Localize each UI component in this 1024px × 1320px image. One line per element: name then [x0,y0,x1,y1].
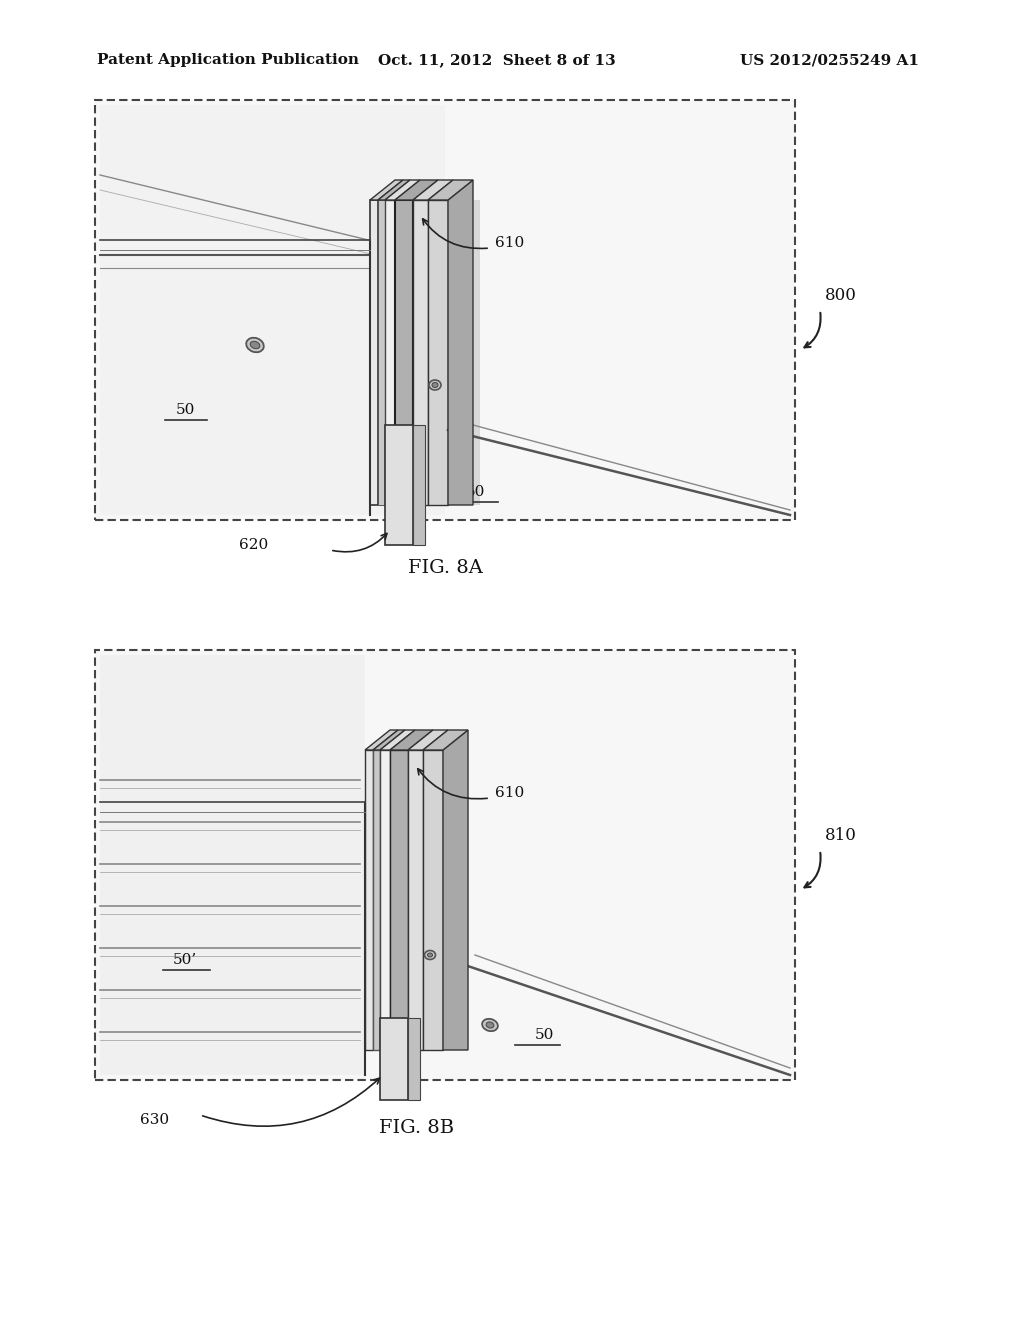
Text: FIG. 8A: FIG. 8A [408,558,482,577]
Ellipse shape [429,380,441,389]
Bar [380,750,390,1049]
Polygon shape [365,730,398,750]
Ellipse shape [482,1019,498,1031]
Text: 50’: 50’ [173,953,198,968]
Text: Oct. 11, 2012  Sheet 8 of 13: Oct. 11, 2012 Sheet 8 of 13 [378,53,615,67]
Text: 50: 50 [465,484,484,499]
Polygon shape [390,730,433,750]
Ellipse shape [246,338,264,352]
Text: Patent Application Publication: Patent Application Publication [97,53,359,67]
Bar [390,750,408,1049]
Bar [95,649,795,1080]
Bar [365,750,450,1049]
Polygon shape [370,180,403,201]
Text: US 2012/0255249 A1: US 2012/0255249 A1 [740,53,919,67]
Text: 810: 810 [825,826,857,843]
Bar [423,750,443,1049]
Ellipse shape [486,1022,494,1028]
Text: FIG. 8B: FIG. 8B [380,1119,455,1137]
Polygon shape [408,730,449,750]
Bar [413,201,428,506]
Polygon shape [443,730,468,1049]
Bar [370,201,378,506]
Bar [380,1018,408,1100]
Polygon shape [395,180,438,201]
Polygon shape [423,730,468,750]
Bar [385,201,395,506]
Bar [378,201,385,506]
Bar [408,750,423,1049]
Bar [370,201,480,506]
Bar [365,750,373,1049]
Polygon shape [373,730,406,750]
Bar [95,100,795,520]
Polygon shape [428,180,473,201]
Ellipse shape [250,342,260,348]
Polygon shape [413,180,453,201]
Text: 50: 50 [535,1028,554,1041]
Bar [413,425,425,545]
Bar [100,106,445,515]
Polygon shape [378,180,410,201]
Text: 800: 800 [825,286,857,304]
Polygon shape [385,180,420,201]
Ellipse shape [425,950,435,960]
Ellipse shape [432,383,438,388]
Bar [100,655,365,1074]
Text: 610: 610 [495,236,524,249]
Ellipse shape [427,953,432,957]
Bar [385,425,413,545]
Bar [408,1018,420,1100]
Text: 610: 610 [495,785,524,800]
Bar [428,201,449,506]
Polygon shape [449,180,473,506]
Text: 620: 620 [239,539,268,552]
Bar [373,750,380,1049]
Polygon shape [380,730,415,750]
Text: 630: 630 [140,1113,169,1127]
Bar [395,201,413,506]
Text: 50: 50 [175,403,195,417]
